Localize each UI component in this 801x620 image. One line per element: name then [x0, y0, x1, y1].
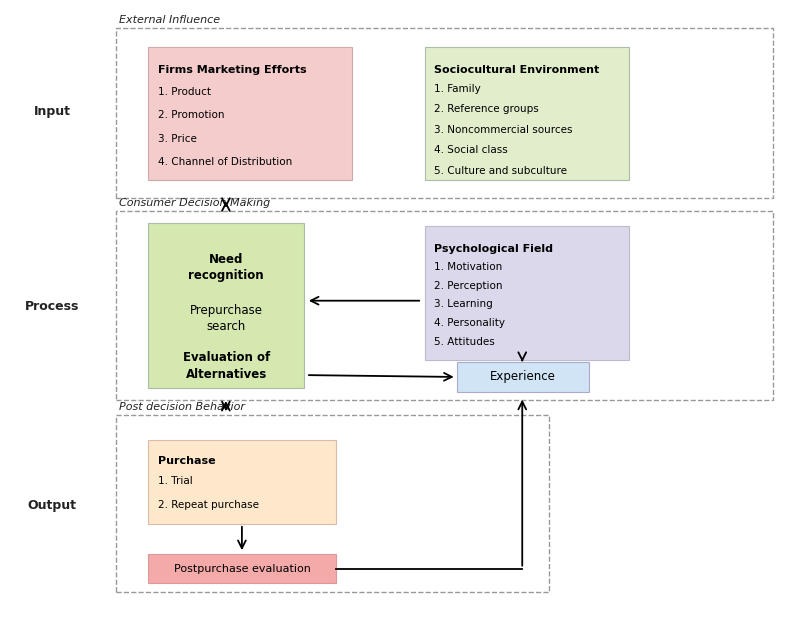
Text: 4. Social class: 4. Social class	[434, 145, 508, 155]
Text: Sociocultural Environment: Sociocultural Environment	[434, 65, 599, 75]
Text: 3. Noncommercial sources: 3. Noncommercial sources	[434, 125, 573, 135]
Text: Post decision Behavior: Post decision Behavior	[119, 402, 245, 412]
Text: Process: Process	[25, 301, 79, 313]
Text: Output: Output	[27, 499, 77, 511]
Text: Purchase: Purchase	[158, 456, 215, 466]
Text: 5. Attitudes: 5. Attitudes	[434, 337, 495, 347]
Bar	[457, 362, 589, 392]
Text: Prepurchase
search: Prepurchase search	[190, 304, 263, 333]
Text: External Influence: External Influence	[119, 15, 220, 25]
Text: 3. Price: 3. Price	[158, 134, 197, 144]
Text: 1. Trial: 1. Trial	[158, 476, 192, 486]
Bar	[116, 415, 549, 592]
Text: 5. Culture and subculture: 5. Culture and subculture	[434, 166, 567, 175]
Text: Firms Marketing Efforts: Firms Marketing Efforts	[158, 65, 307, 75]
Bar	[148, 223, 304, 388]
Text: 1. Family: 1. Family	[434, 84, 481, 94]
Text: 2. Promotion: 2. Promotion	[158, 110, 224, 120]
Bar	[148, 46, 352, 180]
Bar	[148, 554, 336, 583]
Text: 4. Channel of Distribution: 4. Channel of Distribution	[158, 157, 292, 167]
Bar	[148, 440, 336, 524]
Text: 4. Personality: 4. Personality	[434, 318, 505, 328]
Bar	[425, 226, 629, 360]
Bar	[116, 211, 773, 400]
Text: 1. Motivation: 1. Motivation	[434, 262, 502, 272]
Text: Need
recognition: Need recognition	[188, 253, 264, 282]
Text: 3. Learning: 3. Learning	[434, 299, 493, 309]
Text: 1. Product: 1. Product	[158, 87, 211, 97]
Text: Postpurchase evaluation: Postpurchase evaluation	[174, 564, 311, 574]
Text: 2. Repeat purchase: 2. Repeat purchase	[158, 500, 259, 510]
Text: Psychological Field: Psychological Field	[434, 244, 553, 254]
Text: Input: Input	[34, 105, 70, 118]
Bar	[425, 46, 629, 180]
Text: 2. Perception: 2. Perception	[434, 281, 503, 291]
Text: Experience: Experience	[489, 371, 556, 383]
Text: Evaluation of
Alternatives: Evaluation of Alternatives	[183, 352, 270, 381]
Bar	[116, 28, 773, 198]
Text: Consumer Decision Making: Consumer Decision Making	[119, 198, 271, 208]
Text: 2. Reference groups: 2. Reference groups	[434, 104, 539, 114]
